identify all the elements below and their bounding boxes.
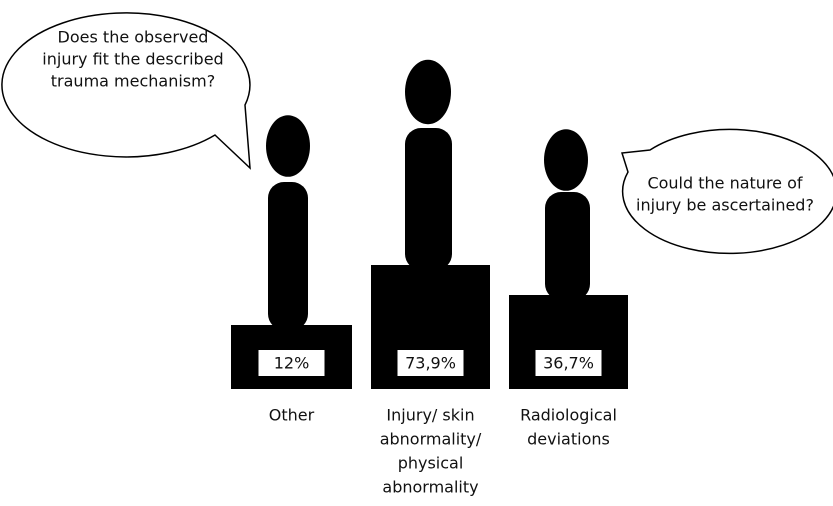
category-label: abnormality xyxy=(382,478,478,497)
value-label: 12% xyxy=(274,354,310,373)
category-label: physical xyxy=(398,454,464,473)
figure-body xyxy=(268,182,308,330)
value-box xyxy=(535,350,602,376)
value-box xyxy=(397,350,464,376)
bubble-text: trauma mechanism? xyxy=(51,72,215,91)
value-label: 73,9% xyxy=(405,354,456,373)
value-box xyxy=(258,350,325,376)
category-label: Other xyxy=(269,406,315,425)
value-label: 36,7% xyxy=(543,354,594,373)
bubble-text: injury be ascertained? xyxy=(636,196,814,215)
figure-head xyxy=(266,115,310,177)
figure-head xyxy=(405,59,451,125)
figure-body xyxy=(405,128,452,270)
category-label: Radiological xyxy=(520,406,617,425)
speech-bubble-left xyxy=(1,12,251,170)
figure-body xyxy=(545,192,590,300)
category-label: deviations xyxy=(527,430,610,449)
bubble-text: Could the nature of xyxy=(647,174,802,193)
bubble-text: Does the observed xyxy=(58,28,209,47)
bubble-text: injury fit the described xyxy=(42,50,223,69)
category-label: abnormality/ xyxy=(380,430,482,449)
figure-head xyxy=(544,129,588,191)
speech-bubble-right xyxy=(621,128,833,255)
category-label: Injury/ skin xyxy=(386,406,474,425)
